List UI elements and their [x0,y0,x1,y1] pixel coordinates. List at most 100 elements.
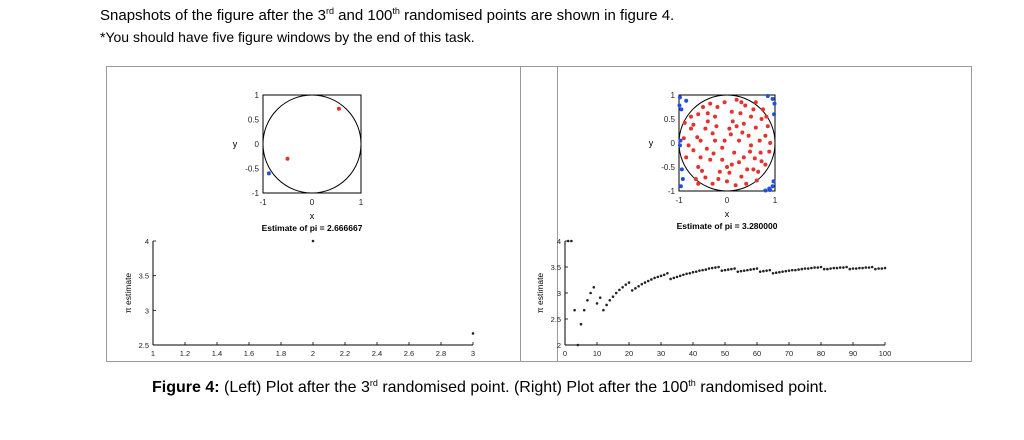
figure-left-svg: -1 0 1 1 0.5 0 -0.5 -1 x y Estimate of pi = 2.6666… [123,91,475,376]
right-point-inside [732,150,737,155]
right-estimate-point [570,239,573,243]
right-point-inside [751,107,756,112]
left-estimate-xtick-label: 1 [151,349,155,358]
right-scatter-axes: -1 0 1 1 0.5 0 -0.5 -1 x y Estimate of pi = 3.2800… [649,91,778,231]
right-estimate-xtick-label: 100 [879,349,892,358]
right-point-inside [754,178,759,183]
right-estimate-point [784,269,788,273]
intro-line-2: *You should have five figure windows by … [100,29,475,45]
right-point-inside [741,121,746,126]
right-point-outside [680,177,685,181]
right-estimate-point [701,268,704,272]
right-point-inside [737,160,741,165]
right-estimate-point [762,269,765,273]
right-estimate-point [806,267,810,270]
right-estimate-point [765,269,768,272]
right-estimate-point [682,273,685,277]
intro-line-1-part-b: and 100 [334,7,393,24]
right-scatter-xlabel: x [725,209,730,219]
left-estimate-ytick-label: 3.5 [139,272,149,281]
right-point-inside [749,143,753,148]
right-scatter-ytick-label: 0 [671,139,676,148]
right-estimate-point [736,270,740,273]
left-estimate-xtick-label: 2.2 [340,349,350,358]
right-point-inside [733,183,738,188]
right-scatter-ytick-label: 0.5 [664,115,676,124]
right-estimate-point [602,308,605,312]
right-estimate-point [838,266,842,269]
right-estimate-point [714,266,717,269]
left-estimate-xtick-label: 2.4 [372,349,382,358]
right-estimate-point [726,268,730,271]
figure-caption: Figure 4: (Left) Plot after the 3rd rand… [152,378,828,397]
right-scatter-xtick-label: -1 [675,196,683,205]
right-estimate-point [669,277,672,281]
right-estimate-point [582,308,586,312]
right-estimate-ytick-label: 4 [557,237,561,246]
right-scatter-ylabel: y [649,138,654,148]
right-point-inside [745,167,750,172]
right-point-inside [701,105,705,109]
right-point-inside [756,169,761,174]
right-estimate-point [816,266,820,269]
right-estimate-point [618,288,621,292]
right-estimate-ytick-label: 3.5 [551,263,561,272]
right-point-inside [734,124,739,129]
right-point-inside [689,114,693,119]
right-estimate-ytick-label: 3 [557,289,561,298]
right-estimate-xtick-label: 50 [721,349,729,358]
right-point-inside [763,133,768,138]
right-point-inside [708,101,713,106]
left-scatter-xlabel: x [310,211,315,221]
right-point-inside [727,170,732,175]
right-point-inside [725,165,729,169]
right-point-inside [700,168,705,173]
right-estimate-xtick-label: 30 [657,349,665,358]
right-point-inside [728,132,733,137]
right-point-inside [695,135,700,140]
right-point-inside [698,155,703,160]
right-point-inside [710,131,715,136]
right-point-outside [763,188,768,193]
right-point-inside [717,169,722,174]
right-estimate-point [794,268,797,272]
right-estimate-point [768,268,772,272]
left-point-inside [285,156,290,161]
right-point-inside [703,175,708,180]
right-point-outside [678,184,683,189]
right-point-inside [768,141,773,145]
right-point-inside [689,126,693,131]
figure-right-svg: -1 0 1 1 0.5 0 -0.5 -1 x y Estimate of pi = 3.2800… [535,91,892,376]
right-estimate-point [758,270,762,273]
right-point-inside [715,105,720,109]
right-estimate-point [691,270,695,274]
right-point-inside [686,143,691,148]
right-estimate-point [573,308,576,312]
right-estimate-point [739,269,743,273]
right-estimate-point [867,266,871,269]
right-estimate-point [720,269,724,272]
caption-text-c: randomised point. [695,379,828,396]
right-point-inside [748,149,753,154]
left-estimate-xtick-label: 3 [471,349,475,358]
right-point-inside [741,155,746,160]
right-point-outside [677,95,682,100]
right-estimate-point [637,284,640,288]
right-estimate-point [771,271,775,275]
intro-line-1: Snapshots of the figure after the 3rd an… [100,6,674,27]
left-estimate-xtick-label: 1.2 [180,349,190,358]
right-estimate-xtick-label: 0 [563,349,567,358]
right-estimate-point [877,267,880,270]
right-estimate-point [662,273,666,277]
left-scatter-xtick-label: -1 [259,198,267,207]
right-estimate-point [742,269,746,272]
right-estimate-point [774,271,778,275]
right-estimate-point [746,268,749,272]
caption-superscript-th: th [688,378,696,388]
right-estimate-point [704,268,708,271]
left-scatter-ytick-label: -0.5 [245,165,259,174]
right-estimate-xtick-label: 60 [753,349,761,358]
right-estimate-point [672,276,676,280]
right-estimate-point [659,274,663,278]
